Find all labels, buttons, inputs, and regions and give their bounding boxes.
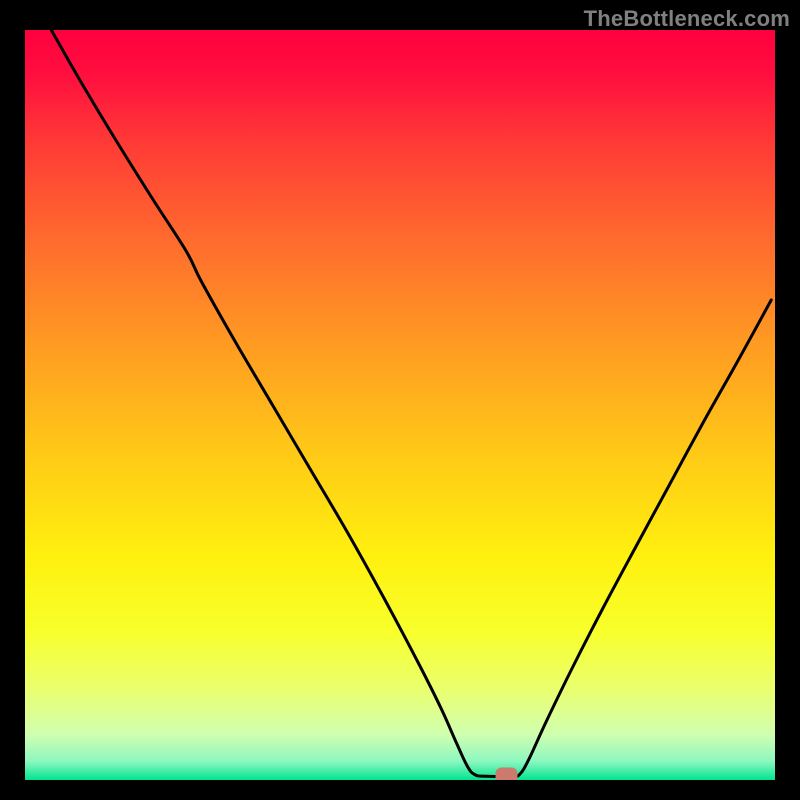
watermark-text: TheBottleneck.com bbox=[584, 6, 790, 32]
chart-stage: TheBottleneck.com bbox=[0, 0, 800, 800]
gradient-background bbox=[25, 30, 775, 780]
bottleneck-chart bbox=[0, 0, 800, 800]
